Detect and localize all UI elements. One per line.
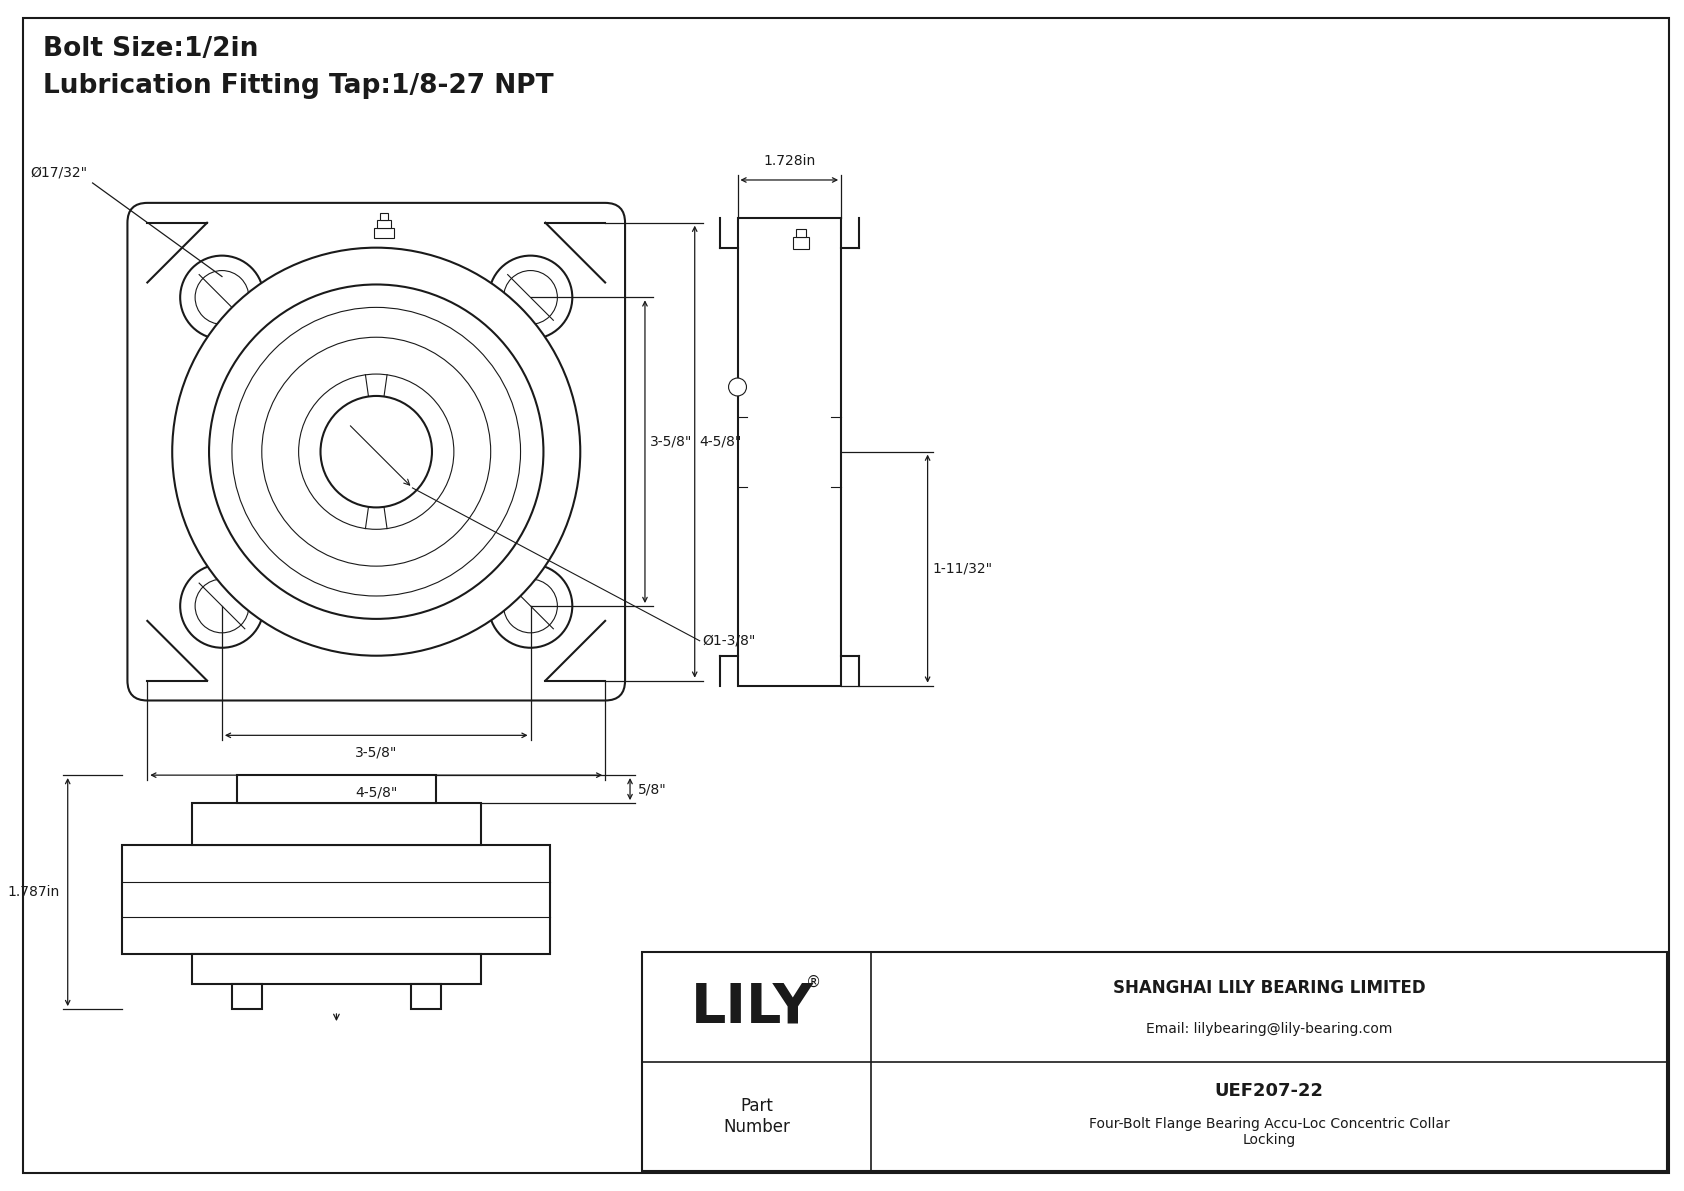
Bar [192,954,480,984]
Text: Ø1-3/8": Ø1-3/8" [702,634,756,648]
Circle shape [320,395,433,507]
Text: SHANGHAI LILY BEARING LIMITED: SHANGHAI LILY BEARING LIMITED [1113,979,1425,997]
Text: 1.787in: 1.787in [7,885,59,899]
Circle shape [261,337,490,566]
Text: Locking: Locking [1243,1134,1295,1147]
Bar [642,953,1667,1171]
Text: LILY: LILY [690,980,813,1034]
Bar [738,218,840,686]
Circle shape [298,374,455,529]
Text: 4-5/8": 4-5/8" [355,785,397,799]
Circle shape [172,248,581,656]
Bar [793,237,810,249]
Circle shape [504,270,557,324]
Text: 5/8": 5/8" [638,782,667,796]
Text: 1.728in: 1.728in [763,154,815,168]
Bar [374,227,394,238]
Circle shape [180,256,264,339]
Bar [411,984,441,1009]
Text: 3-5/8": 3-5/8" [355,746,397,760]
Circle shape [209,285,544,619]
Circle shape [504,579,557,632]
Text: Ø17/32": Ø17/32" [30,166,88,180]
Text: Part
Number: Part Number [722,1097,790,1136]
Bar [381,213,389,220]
Text: Lubrication Fitting Tap:1/8-27 NPT: Lubrication Fitting Tap:1/8-27 NPT [42,74,554,100]
Circle shape [195,579,249,632]
Text: ®: ® [807,974,822,990]
FancyBboxPatch shape [128,202,625,700]
Bar [232,984,261,1009]
Circle shape [232,307,520,596]
Text: Bolt Size:1/2in: Bolt Size:1/2in [42,36,258,62]
Circle shape [729,378,746,395]
Bar [377,220,391,227]
Text: Email: lilybearing@lily-bearing.com: Email: lilybearing@lily-bearing.com [1145,1022,1393,1036]
Circle shape [488,565,573,648]
Text: UEF207-22: UEF207-22 [1214,1081,1324,1099]
Text: 4-5/8": 4-5/8" [699,435,743,449]
Bar [797,229,807,237]
Bar [123,844,551,954]
Circle shape [195,270,249,324]
Text: 1-11/32": 1-11/32" [933,562,992,575]
Bar [237,775,436,803]
Bar [192,803,480,844]
Text: Four-Bolt Flange Bearing Accu-Loc Concentric Collar: Four-Bolt Flange Bearing Accu-Loc Concen… [1088,1117,1450,1131]
Circle shape [180,565,264,648]
Circle shape [488,256,573,339]
Text: 3-5/8": 3-5/8" [650,435,692,449]
